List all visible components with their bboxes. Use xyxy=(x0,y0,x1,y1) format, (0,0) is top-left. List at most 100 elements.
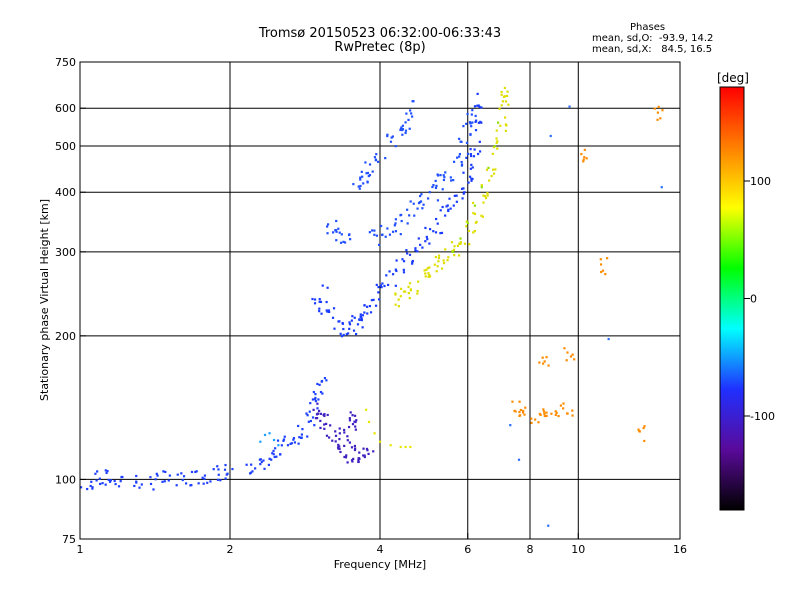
data-point xyxy=(499,124,502,127)
data-point xyxy=(348,323,352,326)
data-point xyxy=(91,486,94,489)
data-point xyxy=(149,482,153,486)
data-point xyxy=(471,121,474,124)
data-point xyxy=(534,418,537,421)
data-point xyxy=(352,183,355,186)
data-point xyxy=(440,231,444,235)
data-point xyxy=(377,298,381,301)
data-point xyxy=(475,119,478,122)
data-point xyxy=(292,437,296,440)
data-point xyxy=(394,268,397,271)
data-point xyxy=(290,442,293,445)
data-point xyxy=(401,258,404,261)
y-tick-label: 75 xyxy=(62,533,76,546)
data-point xyxy=(459,140,462,143)
data-point xyxy=(368,231,371,234)
data-point xyxy=(480,214,483,217)
data-point xyxy=(450,179,453,182)
data-point xyxy=(408,253,412,256)
data-point xyxy=(90,480,93,483)
data-point xyxy=(339,332,342,335)
data-point xyxy=(343,428,346,432)
data-point xyxy=(175,484,178,487)
data-point xyxy=(362,182,365,185)
data-point xyxy=(351,460,354,463)
data-point xyxy=(354,428,357,431)
data-point xyxy=(354,425,357,428)
data-point xyxy=(406,222,409,225)
data-point xyxy=(439,232,442,235)
data-point xyxy=(500,90,503,94)
data-point xyxy=(407,285,410,289)
data-point xyxy=(661,109,664,112)
data-point xyxy=(323,413,326,416)
data-point xyxy=(390,136,393,139)
data-point xyxy=(452,204,455,207)
data-point xyxy=(363,311,366,314)
data-point xyxy=(555,411,558,414)
data-point xyxy=(331,439,334,442)
data-point xyxy=(399,287,403,290)
data-point xyxy=(472,155,476,158)
data-point xyxy=(219,479,222,482)
data-point xyxy=(502,95,506,98)
data-point xyxy=(367,420,371,424)
data-point xyxy=(399,127,403,131)
data-point xyxy=(317,409,321,413)
data-point xyxy=(340,335,344,338)
x-tick-label: 10 xyxy=(571,543,585,556)
data-point xyxy=(271,452,274,455)
data-point xyxy=(656,118,659,121)
data-point xyxy=(466,152,470,155)
data-point xyxy=(297,424,300,428)
data-point xyxy=(417,237,420,240)
data-point xyxy=(554,413,557,416)
data-point xyxy=(443,176,446,179)
data-point xyxy=(282,439,285,442)
data-point xyxy=(407,292,410,295)
data-point xyxy=(601,269,605,272)
y-tick-label: 200 xyxy=(55,330,76,343)
data-point xyxy=(453,194,456,197)
data-point xyxy=(316,417,319,420)
data-point xyxy=(327,436,331,439)
data-point xyxy=(404,290,407,293)
data-point xyxy=(323,414,326,418)
data-point xyxy=(373,233,376,236)
data-point xyxy=(306,414,309,417)
data-point xyxy=(401,133,404,136)
data-point xyxy=(268,432,271,435)
data-point xyxy=(155,472,158,475)
data-point xyxy=(140,483,143,486)
data-point xyxy=(458,153,462,156)
data-point xyxy=(351,315,354,318)
data-point xyxy=(380,286,383,289)
data-point xyxy=(323,377,327,380)
data-point xyxy=(283,435,286,438)
data-point xyxy=(361,326,364,329)
data-point xyxy=(436,265,439,268)
data-point xyxy=(182,475,186,478)
data-point xyxy=(376,160,380,163)
data-point xyxy=(410,112,413,115)
data-point xyxy=(354,447,357,450)
data-point xyxy=(449,207,452,210)
data-point xyxy=(328,310,331,314)
data-point xyxy=(365,408,368,411)
data-point xyxy=(305,412,308,415)
data-point xyxy=(477,104,480,107)
data-point xyxy=(416,250,419,253)
data-point xyxy=(272,438,276,442)
data-point xyxy=(550,412,553,415)
data-point xyxy=(566,351,569,354)
data-point xyxy=(338,427,341,430)
data-point xyxy=(389,444,392,447)
data-point xyxy=(411,100,414,103)
data-point xyxy=(409,288,412,291)
x-tick-label: 16 xyxy=(673,543,687,556)
x-tick-label: 8 xyxy=(527,543,534,556)
data-point xyxy=(262,459,265,462)
data-point xyxy=(488,179,491,182)
data-point xyxy=(446,259,449,262)
data-point xyxy=(393,224,396,227)
